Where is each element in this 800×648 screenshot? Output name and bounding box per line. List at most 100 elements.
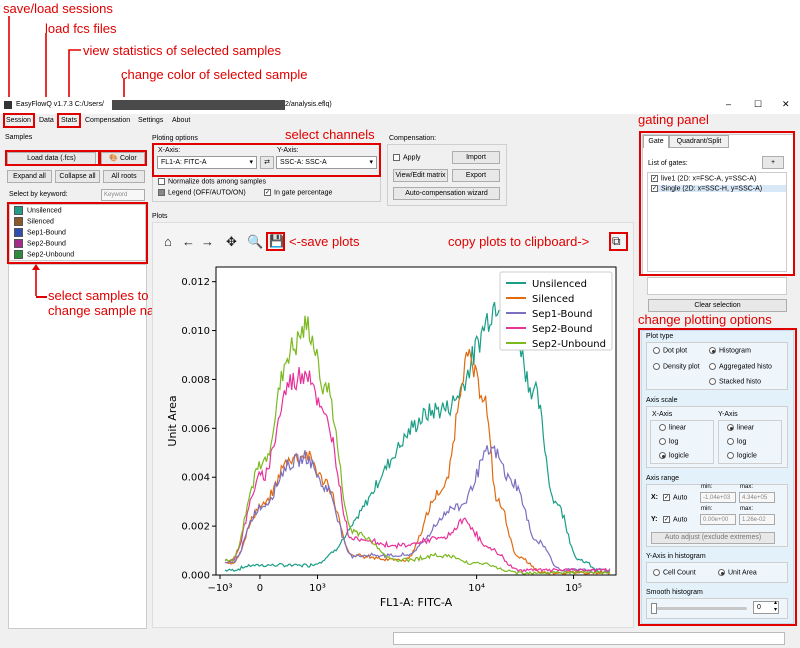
stacked-radio[interactable]: Stacked histo (709, 378, 761, 385)
x-channel-select[interactable]: FL1-A: FITC-A ▾ (157, 156, 257, 169)
forward-icon[interactable]: → (201, 234, 214, 249)
menu-stats[interactable]: Stats (61, 117, 77, 124)
menu-about[interactable]: About (172, 117, 191, 124)
y-log-radio[interactable]: log (727, 438, 746, 445)
checkbox[interactable] (158, 178, 165, 185)
checkbox-checked[interactable]: ✓ (651, 185, 658, 192)
radio[interactable] (653, 569, 660, 576)
radio[interactable] (653, 347, 660, 354)
add-gate-button[interactable]: + (762, 156, 784, 169)
checkbox-checked[interactable]: ✓ (651, 175, 658, 182)
menu-session[interactable]: Session (6, 117, 31, 124)
list-item[interactable]: Silenced (14, 217, 54, 226)
menu-settings[interactable]: Settings (138, 117, 164, 124)
checkbox-checked[interactable]: ✓ (663, 494, 670, 501)
menu-data[interactable]: Data (39, 117, 54, 124)
y-min-input[interactable]: 0.00e+00 (700, 514, 736, 525)
smooth-spinbox[interactable]: 0 ▴ ▾ (753, 600, 779, 614)
keyword-input[interactable]: Keyword (101, 189, 145, 201)
x-max-input[interactable]: 4.34e+05 (739, 492, 775, 503)
list-item[interactable]: Sep2-Bound (14, 239, 66, 248)
radio[interactable] (727, 452, 734, 459)
y-linear-radio[interactable]: linear (727, 424, 754, 431)
list-item[interactable]: ✓ live1 (2D: x=FSC-A, y=SSC-A) (651, 175, 756, 182)
import-button[interactable]: Import (452, 151, 500, 164)
highlight-stats (57, 113, 81, 128)
expand-all-button[interactable]: Expand all (7, 170, 52, 183)
samples-header: Samples (5, 134, 33, 141)
dot-plot-radio[interactable]: Dot plot (653, 347, 687, 354)
clear-selection-button[interactable]: Clear selection (648, 299, 787, 312)
apply-checkbox[interactable]: Apply (393, 154, 421, 161)
x-logicle-radio[interactable]: logicle (659, 452, 689, 459)
x-min-input[interactable]: -1.04e+03 (700, 492, 736, 503)
list-item[interactable]: Unsilenced (14, 206, 62, 215)
close-button[interactable]: ✕ (782, 99, 790, 109)
anno-change-plotting-options: change plotting options (638, 312, 772, 327)
plotting-options-header: Ploting options (152, 135, 198, 142)
auto-compensation-button[interactable]: Auto-compensation wizard (393, 187, 500, 200)
zoom-icon[interactable]: 🔍 (247, 234, 264, 249)
list-item[interactable]: Sep2-Unbound (14, 250, 74, 259)
radio-selected[interactable] (718, 569, 725, 576)
save-icon[interactable]: 💾 (269, 234, 284, 248)
export-button[interactable]: Export (452, 169, 500, 182)
series-line (224, 315, 611, 575)
smooth-value: 0 (757, 604, 761, 611)
checkbox-partial[interactable] (158, 189, 165, 196)
y-max-input[interactable]: 1.26e-02 (739, 514, 775, 525)
list-item[interactable]: Sep1-Bound (14, 228, 66, 237)
checkbox[interactable] (393, 154, 400, 161)
normalize-label: Normalize dots among samples (168, 178, 267, 186)
stacked-label: Stacked histo (719, 378, 762, 386)
smooth-slider-handle[interactable] (651, 603, 657, 614)
radio-selected[interactable] (709, 347, 716, 354)
checkbox-checked[interactable]: ✓ (663, 516, 670, 523)
maximize-button[interactable]: ☐ (754, 99, 763, 109)
y-channel-select[interactable]: SSC-A: SSC-A ▾ (276, 156, 377, 169)
y-logicle-radio[interactable]: logicle (727, 452, 757, 459)
collapse-all-button[interactable]: Collapse all (55, 170, 100, 183)
radio[interactable] (653, 363, 660, 370)
tab-gate[interactable]: Gate (643, 135, 669, 148)
highlight-load-data (5, 150, 100, 166)
histogram-chart[interactable]: 0.000 0.002 0.004 0.006 0.008 0.010 0.012 −10³… (152, 255, 634, 615)
pan-icon[interactable]: ✥ (226, 234, 237, 249)
normalize-checkbox[interactable]: Normalize dots among samples (158, 178, 266, 185)
x-scale-group (650, 420, 714, 464)
legend-checkbox[interactable]: Legend (OFF/AUTO/ON) (158, 189, 246, 196)
radio[interactable] (727, 438, 734, 445)
view-edit-matrix-button[interactable]: View/Edit matrix (393, 169, 448, 182)
smooth-slider-track[interactable] (653, 607, 747, 610)
x-auto-checkbox[interactable]: ✓ Auto (663, 494, 687, 501)
auto-adjust-button[interactable]: Auto adjust (exclude extremes) (651, 532, 775, 544)
auto-label: Auto (673, 494, 688, 502)
swap-axes-button[interactable]: ⇄ (260, 156, 274, 169)
minimize-button[interactable]: – (726, 99, 732, 109)
in-gate-checkbox[interactable]: ✓ In gate percentage (264, 189, 332, 196)
unit-area-radio[interactable]: Unit Area (718, 569, 757, 576)
density-plot-radio[interactable]: Density plot (653, 363, 700, 370)
x-log-radio[interactable]: log (659, 438, 678, 445)
checkbox-checked[interactable]: ✓ (264, 189, 271, 196)
back-icon[interactable]: ← (182, 234, 195, 249)
histogram-radio[interactable]: Histogram (709, 347, 751, 354)
copy-icon[interactable]: ⧉ (612, 234, 621, 248)
keyword-label: Select by keyword: (9, 191, 68, 198)
radio[interactable] (709, 363, 716, 370)
sample-list-empty-area (8, 264, 147, 629)
y-auto-checkbox[interactable]: ✓ Auto (663, 516, 687, 523)
cell-count-radio[interactable]: Cell Count (653, 569, 696, 576)
tab-quadrant-split[interactable]: Quadrant/Split (669, 135, 729, 148)
list-item[interactable]: ✓ Single (2D: x=SSC-H, y=SSC-A) (651, 185, 786, 193)
menu-compensation[interactable]: Compensation (85, 117, 131, 124)
aggregated-radio[interactable]: Aggregated histo (709, 363, 772, 370)
radio-selected[interactable] (727, 424, 734, 431)
x-linear-radio[interactable]: linear (659, 424, 686, 431)
home-icon[interactable]: ⌂ (164, 234, 172, 249)
radio-selected[interactable] (659, 452, 666, 459)
radio[interactable] (659, 438, 666, 445)
radio[interactable] (709, 378, 716, 385)
all-roots-button[interactable]: All roots (103, 170, 145, 183)
radio[interactable] (659, 424, 666, 431)
